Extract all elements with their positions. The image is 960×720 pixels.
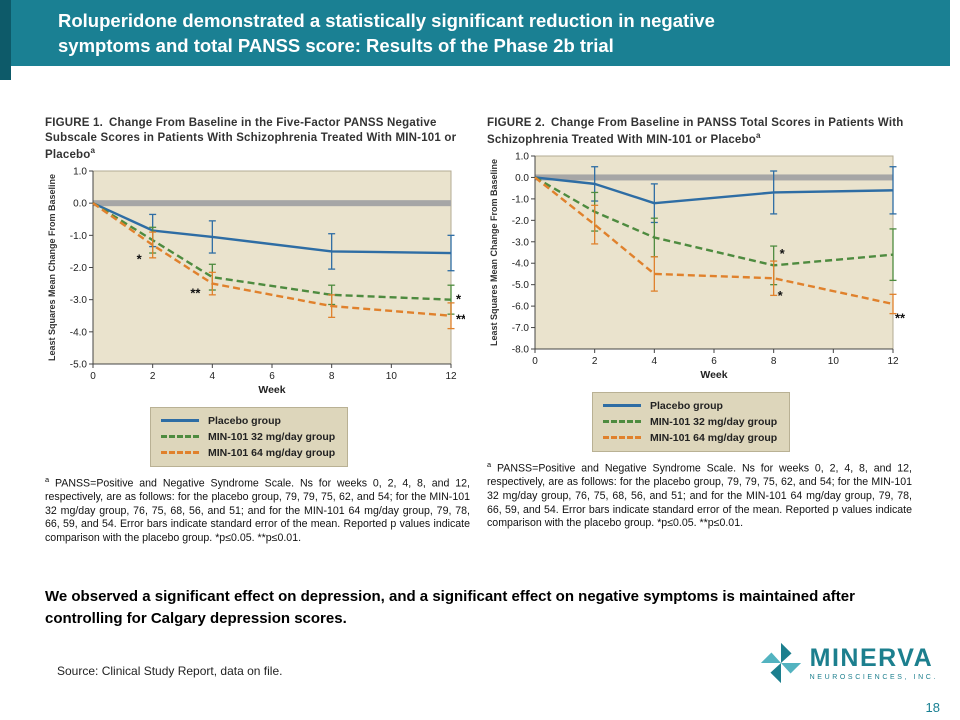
figure1-legend: Placebo group MIN-101 32 mg/day group MI… [150,406,349,467]
svg-text:10: 10 [386,371,398,382]
placebo-line-swatch [161,419,199,423]
figure1-title-sup: a [90,145,96,155]
svg-text:*: * [137,251,143,266]
svg-text:1.0: 1.0 [73,166,87,177]
svg-text:-4.0: -4.0 [512,258,530,269]
figure2-title: FIGURE 2. Change From Baseline in PANSS T… [487,116,912,148]
figure-1: FIGURE 1. Change From Baseline in the Fiv… [45,116,470,546]
legend-label: MIN-101 32 mg/day group [650,415,778,428]
slide-header: Roluperidone demonstrated a statisticall… [11,0,950,66]
figure1-title: FIGURE 1. Change From Baseline in the Fiv… [45,116,470,163]
figure-2: FIGURE 2. Change From Baseline in PANSS T… [487,116,912,546]
figure1-label: FIGURE 1. [45,117,104,129]
source-note: Source: Clinical Study Report, data on f… [57,664,283,678]
svg-text:-5.0: -5.0 [512,280,530,291]
svg-text:4: 4 [652,356,658,367]
placebo-line-swatch [603,404,641,408]
min101-32-line-swatch [161,435,199,439]
legend-item-placebo: Placebo group [161,413,335,429]
svg-text:12: 12 [445,371,457,382]
legend-item-min101-32: MIN-101 32 mg/day group [161,429,335,445]
legend-label: Placebo group [208,414,281,427]
svg-text:4: 4 [210,371,216,382]
legend-label: MIN-101 64 mg/day group [208,446,336,459]
logo-name: MINERVA [809,643,934,672]
svg-text:8: 8 [329,371,335,382]
svg-text:0.0: 0.0 [515,173,529,184]
svg-text:*: * [780,246,786,261]
svg-text:-3.0: -3.0 [70,295,88,306]
svg-text:-6.0: -6.0 [512,301,530,312]
svg-text:2: 2 [150,371,156,382]
legend-item-placebo: Placebo group [603,398,777,414]
svg-text:**: ** [190,285,201,300]
min101-32-line-swatch [603,420,641,424]
minerva-logo-icon [760,642,801,684]
figure2-footnote-text: PANSS=Positive and Negative Syndrome Sca… [487,462,912,530]
figures-row: FIGURE 1. Change From Baseline in the Fiv… [45,116,912,546]
svg-text:-5.0: -5.0 [70,359,88,370]
figure2-chart: 1.0 0.0 -1.0 -2.0 -3.0 -4.0 -5.0 -6.0 -7.0 -8.00 2… [489,151,906,381]
logo-text: MINERVA NEUROSCIENCES, INC. [809,643,938,681]
figure1-footnote-text: PANSS=Positive and Negative Syndrome Sca… [45,477,470,545]
accent-bar [0,0,11,80]
svg-text:-4.0: -4.0 [70,327,88,338]
min101-64-line-swatch [603,436,641,440]
svg-text:Least Squares Mean Change From: Least Squares Mean Change From Baseline [489,159,499,346]
legend-label: MIN-101 32 mg/day group [208,430,336,443]
svg-text:-8.0: -8.0 [512,344,530,355]
svg-text:10: 10 [828,356,840,367]
svg-text:**: ** [895,310,906,325]
svg-text:8: 8 [771,356,777,367]
svg-text:**: ** [456,311,465,326]
figure1-footnote: a PANSS=Positive and Negative Syndrome S… [45,475,470,546]
svg-text:-1.0: -1.0 [512,194,530,205]
svg-text:-7.0: -7.0 [512,323,530,334]
legend-item-min101-64: MIN-101 64 mg/day group [603,430,777,446]
svg-text:0: 0 [90,371,96,382]
figure2-legend: Placebo group MIN-101 32 mg/day group MI… [592,391,791,452]
figure1-chart: 1.0 0.0 -1.0 -2.0 -3.0 -4.0 -5.00 2 4 6 8 10 12 Week L… [47,166,467,396]
figure1-title-text: Change From Baseline in the Five-Factor … [45,117,457,161]
svg-text:2: 2 [592,356,598,367]
logo-subtitle: NEUROSCIENCES, INC. [809,673,938,681]
figure2-footnote-sup: a [487,459,492,469]
svg-text:-3.0: -3.0 [512,237,530,248]
svg-text:-1.0: -1.0 [70,230,88,241]
svg-text:-2.0: -2.0 [512,216,530,227]
svg-text:Least Squares Mean Change From: Least Squares Mean Change From Baseline [47,174,57,361]
svg-text:0.0: 0.0 [73,198,87,209]
page-number: 18 [925,700,940,715]
svg-text:*: * [456,291,462,306]
figure1-footnote-sup: a [45,474,50,484]
figure2-title-text: Change From Baseline in PANSS Total Scor… [487,117,904,146]
svg-text:Week: Week [700,369,727,381]
svg-text:*: * [778,288,784,303]
figure2-title-sup: a [755,130,761,140]
min101-64-line-swatch [161,451,199,455]
svg-text:Week: Week [258,384,285,396]
figure2-label: FIGURE 2. [487,117,546,129]
svg-text:12: 12 [887,356,899,367]
svg-text:1.0: 1.0 [515,151,529,162]
slide-title: Roluperidone demonstrated a statisticall… [58,10,715,56]
svg-text:0: 0 [532,356,538,367]
legend-label: MIN-101 64 mg/day group [650,431,778,444]
legend-label: Placebo group [650,399,723,412]
svg-text:6: 6 [269,371,275,382]
figure2-footnote: a PANSS=Positive and Negative Syndrome S… [487,460,912,531]
svg-text:-2.0: -2.0 [70,263,88,274]
minerva-logo: MINERVA NEUROSCIENCES, INC. [759,641,938,685]
legend-item-min101-64: MIN-101 64 mg/day group [161,445,335,461]
svg-text:6: 6 [711,356,717,367]
takeaway-text: We observed a significant effect on depr… [45,588,855,627]
legend-item-min101-32: MIN-101 32 mg/day group [603,414,777,430]
